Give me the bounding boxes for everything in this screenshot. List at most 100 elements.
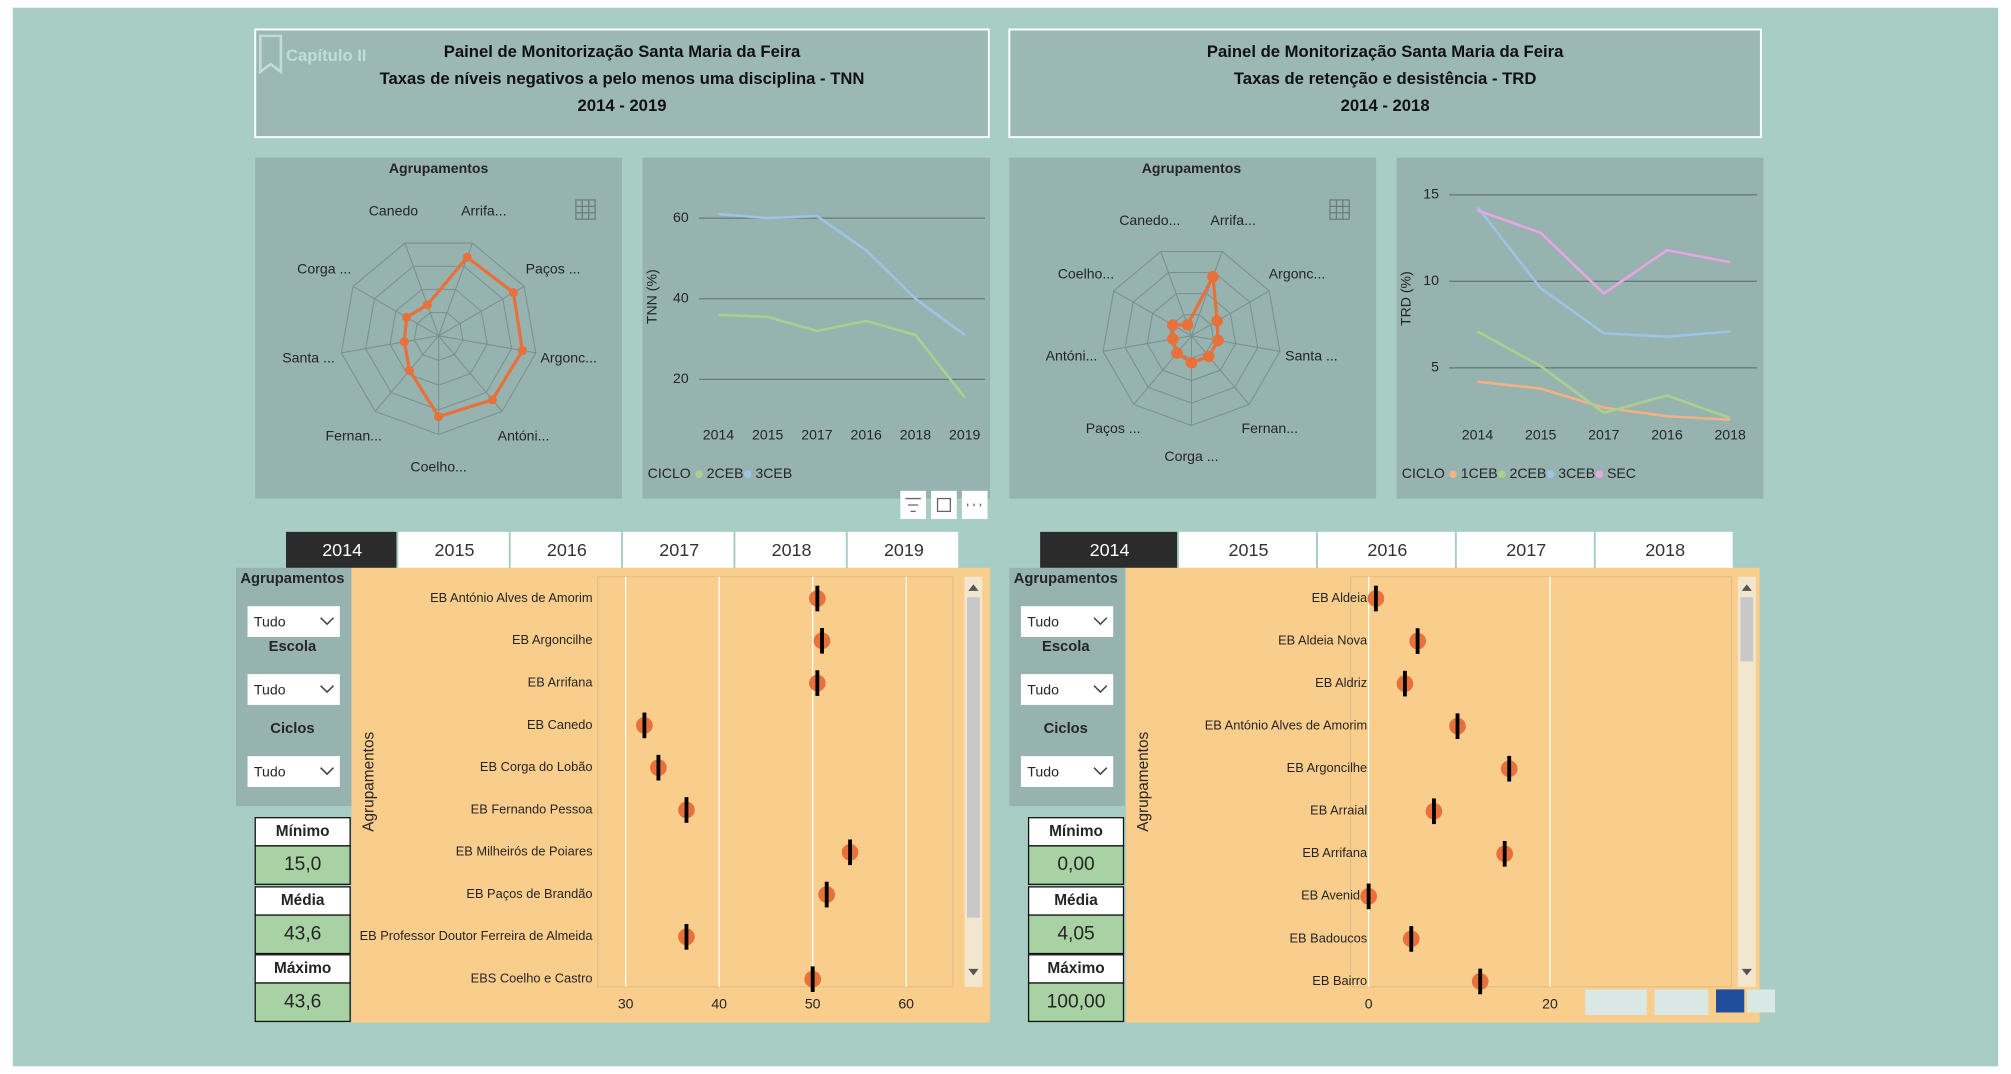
y-axis-label: Agrupamentos [360, 731, 377, 831]
year-tab[interactable] [1040, 531, 1178, 568]
radar-ring [1124, 272, 1259, 404]
radar-label: Paços ... [526, 261, 581, 277]
series-line [718, 212, 966, 337]
category-label: EB Milheirós de Poiares [456, 844, 593, 859]
radar-point [1207, 271, 1219, 283]
legend-label: 2CEB [707, 465, 744, 481]
slicer-label: Escola [1042, 639, 1090, 655]
radar-ring [413, 312, 464, 362]
kpi-value: 100,00 [1047, 991, 1106, 1012]
kpi-value-box [254, 845, 351, 885]
chart-panel [642, 157, 991, 499]
category-label: EB Arrifana [528, 674, 594, 689]
kpi-value: 15,0 [284, 854, 321, 875]
year-tab[interactable] [1317, 531, 1455, 568]
chart-panel [1396, 157, 1764, 499]
x-tick-label: 2017 [801, 426, 833, 442]
kpi-label: Média [1054, 892, 1098, 909]
legend-marker [1546, 470, 1555, 479]
legend-marker [1595, 470, 1604, 479]
dropdown-chevron [1093, 767, 1108, 776]
legend-title: CICLO [1402, 465, 1445, 481]
chart-panel [351, 567, 991, 1023]
slicer-label: Ciclos [1044, 721, 1088, 737]
year-tab[interactable] [510, 531, 622, 568]
year-tab[interactable] [735, 531, 846, 568]
year-tab-label: 2014 [322, 540, 362, 560]
year-tab-label: 2015 [1229, 540, 1269, 560]
kpi-value-box [1027, 914, 1125, 955]
kpi-label-box [1027, 817, 1125, 847]
radar-label: Arrifa... [1210, 212, 1255, 228]
year-tab[interactable] [286, 531, 397, 568]
slicer-value: Tudo [1027, 682, 1059, 698]
scrollbar[interactable] [1737, 576, 1756, 987]
x-tick-label: 2016 [851, 426, 883, 442]
radar-label: Arrifa... [461, 202, 506, 218]
dropdown-chevron [320, 767, 335, 776]
year-tab[interactable] [1456, 531, 1594, 568]
radar-point [1167, 333, 1179, 345]
legend-label: 3CEB [1558, 465, 1595, 481]
radar-label: Corga ... [1164, 448, 1218, 464]
kpi-label-box [254, 886, 351, 916]
kpi-value-box [1027, 982, 1125, 1023]
y-tick-label: 60 [673, 209, 689, 225]
legend-label: 2CEB [1510, 465, 1547, 481]
kpi-value: 4,05 [1057, 923, 1094, 944]
radar-point [1185, 356, 1198, 369]
category-label: EB António Alves de Amorim [430, 590, 592, 605]
year-tab[interactable] [623, 531, 734, 568]
radar-spoke [341, 335, 439, 354]
year-tab[interactable] [847, 531, 959, 568]
year-tab[interactable] [1595, 531, 1733, 568]
radar-label: Coelho... [410, 459, 466, 475]
radar-point [1203, 350, 1215, 363]
slicer-label: Agrupamentos [1014, 571, 1118, 587]
header-subtitle: Taxas de níveis negativos a pelo menos u… [380, 69, 865, 88]
y-axis-label: Agrupamentos [1135, 731, 1152, 831]
x-tick-label: 2015 [752, 426, 784, 442]
kpi-label: Mínimo [276, 823, 330, 840]
radar-shape [402, 255, 525, 419]
radar-point [517, 346, 527, 356]
x-tick-label: 50 [805, 996, 821, 1012]
radar-point [1167, 319, 1179, 331]
kpi-value-box [254, 914, 351, 955]
category-label: EB Professor Doutor Ferreira de Almeida [360, 928, 594, 943]
category-label: EB Arraial [1310, 803, 1367, 818]
year-tab[interactable] [1179, 531, 1316, 568]
category-label: EB Argoncilhe [512, 632, 593, 647]
year-tab-label: 2014 [1090, 540, 1130, 560]
y-tick-label: 5 [1431, 359, 1439, 375]
legend-marker [1497, 470, 1506, 479]
legend-label: SEC [1607, 465, 1636, 481]
focus-button[interactable] [931, 490, 957, 520]
y-tick-label: 10 [1423, 272, 1439, 288]
x-tick-label: 2019 [949, 426, 981, 442]
x-tick-label: 2018 [900, 426, 932, 442]
year-tab-label: 2015 [435, 540, 475, 560]
header-panel [1008, 28, 1762, 139]
radar-point [399, 337, 409, 347]
slicer-label: Escola [269, 639, 317, 655]
radar-ring [365, 265, 513, 411]
kpi-value: 43,6 [284, 991, 321, 1012]
y-tick-label: 15 [1423, 186, 1439, 202]
radar-shape [1171, 271, 1220, 365]
dropdown-chevron [1093, 685, 1108, 694]
chart-panel [1009, 157, 1377, 499]
kpi-label: Média [281, 892, 325, 909]
radar-point [434, 412, 444, 422]
scrollbar[interactable] [964, 576, 983, 987]
slicer-value: Tudo [254, 682, 286, 698]
radar-spoke [1191, 335, 1250, 405]
year-tab-label: 2017 [1506, 540, 1546, 560]
funding-logos [1585, 989, 1776, 1016]
year-tab[interactable] [398, 531, 509, 568]
y-tick-label: 20 [673, 370, 689, 386]
category-label: EB Avenida [1301, 888, 1368, 903]
category-label: EB Bairro [1312, 973, 1367, 988]
radar-ring [340, 242, 537, 436]
kpi-value-box [1027, 845, 1125, 885]
